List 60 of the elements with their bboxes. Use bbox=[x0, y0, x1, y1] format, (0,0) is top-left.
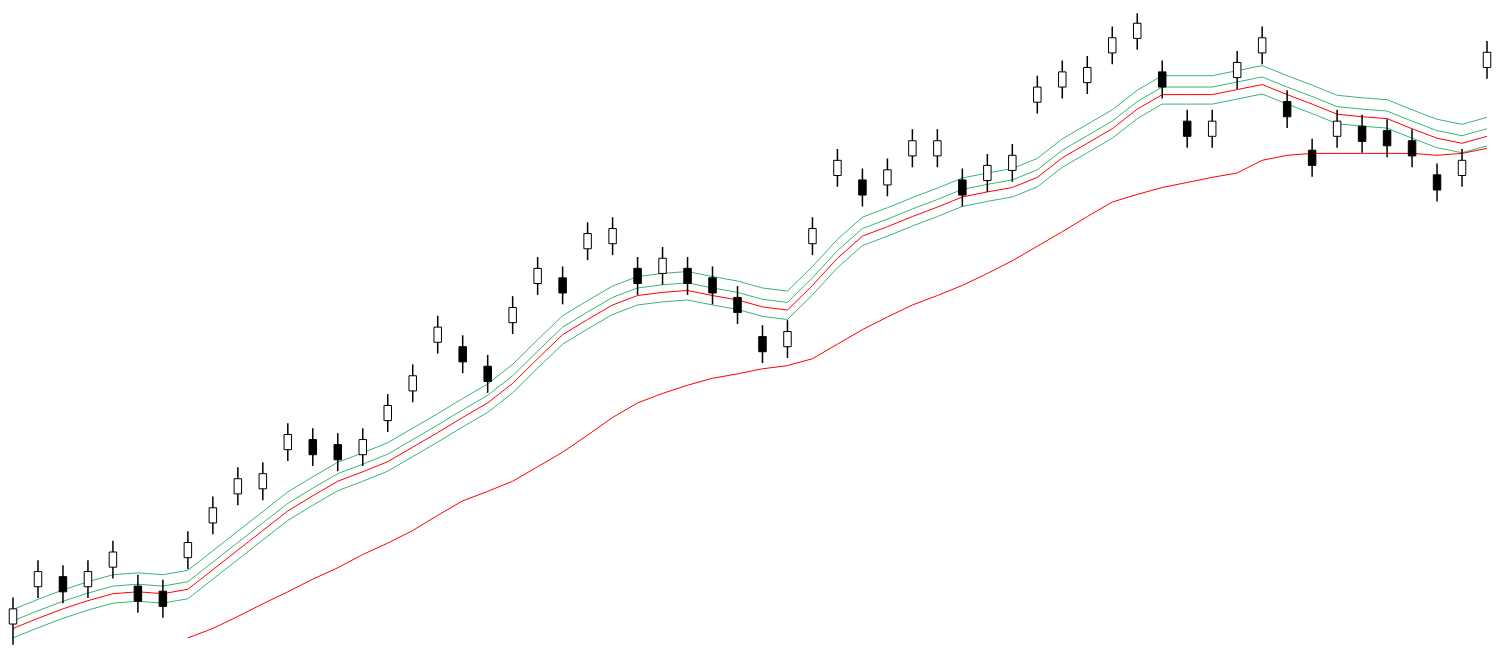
candlestick bbox=[783, 319, 792, 359]
candlestick bbox=[908, 128, 917, 169]
candlestick bbox=[733, 285, 742, 325]
candlestick bbox=[83, 559, 93, 599]
candlestick bbox=[1108, 25, 1117, 66]
candlestick bbox=[1182, 109, 1192, 149]
candlestick bbox=[33, 559, 43, 599]
candlestick bbox=[1357, 114, 1367, 154]
candlestick bbox=[1207, 109, 1217, 149]
candlestick bbox=[133, 573, 143, 614]
candlestick bbox=[1482, 40, 1492, 80]
candlestick bbox=[1008, 143, 1017, 183]
candlestick bbox=[283, 422, 293, 462]
candlestick bbox=[1282, 89, 1292, 129]
candlestick bbox=[608, 216, 617, 256]
candlestick bbox=[1083, 55, 1092, 95]
candlestick bbox=[1307, 138, 1317, 178]
candlestick bbox=[858, 167, 867, 208]
candlestick bbox=[308, 427, 318, 467]
candlestick bbox=[683, 256, 692, 296]
candlestick bbox=[533, 256, 542, 296]
candlestick bbox=[258, 461, 268, 501]
candlestick bbox=[1058, 59, 1067, 100]
candlestick bbox=[933, 128, 942, 169]
candlestick bbox=[1382, 118, 1392, 158]
candlestick bbox=[808, 216, 817, 256]
candlestick bbox=[983, 153, 992, 193]
candlestick bbox=[658, 246, 667, 286]
candlestick bbox=[458, 334, 467, 374]
candlestick bbox=[1132, 12, 1142, 51]
candlestick bbox=[1432, 162, 1442, 203]
candlestick bbox=[58, 564, 68, 604]
candlestick bbox=[883, 157, 892, 198]
candlestick bbox=[8, 596, 18, 646]
candlestick bbox=[108, 539, 118, 580]
candlestick bbox=[1157, 59, 1167, 100]
candlestick bbox=[708, 265, 717, 306]
candlestick bbox=[508, 295, 517, 335]
candlestick bbox=[1033, 74, 1042, 115]
candlestick bbox=[158, 579, 168, 619]
candlestick bbox=[433, 314, 442, 355]
candlestick bbox=[358, 427, 368, 467]
candlestick bbox=[1232, 50, 1242, 90]
candlestick bbox=[183, 530, 193, 570]
candlestick bbox=[233, 466, 243, 506]
candlestick bbox=[1332, 109, 1342, 149]
candlestick bbox=[958, 167, 967, 208]
candlestick bbox=[333, 432, 343, 472]
candlestick bbox=[383, 393, 392, 433]
candlestick bbox=[1407, 128, 1417, 169]
candlestick bbox=[1457, 148, 1467, 188]
candlestick bbox=[483, 354, 492, 394]
candlestick bbox=[758, 324, 767, 364]
candlestick bbox=[408, 363, 417, 404]
candlestick bbox=[633, 256, 642, 296]
candlestick bbox=[1257, 25, 1267, 66]
candlestick bbox=[208, 495, 218, 536]
candlestick bbox=[583, 221, 592, 261]
candlestick bbox=[558, 265, 567, 306]
candlestick bbox=[833, 148, 842, 188]
